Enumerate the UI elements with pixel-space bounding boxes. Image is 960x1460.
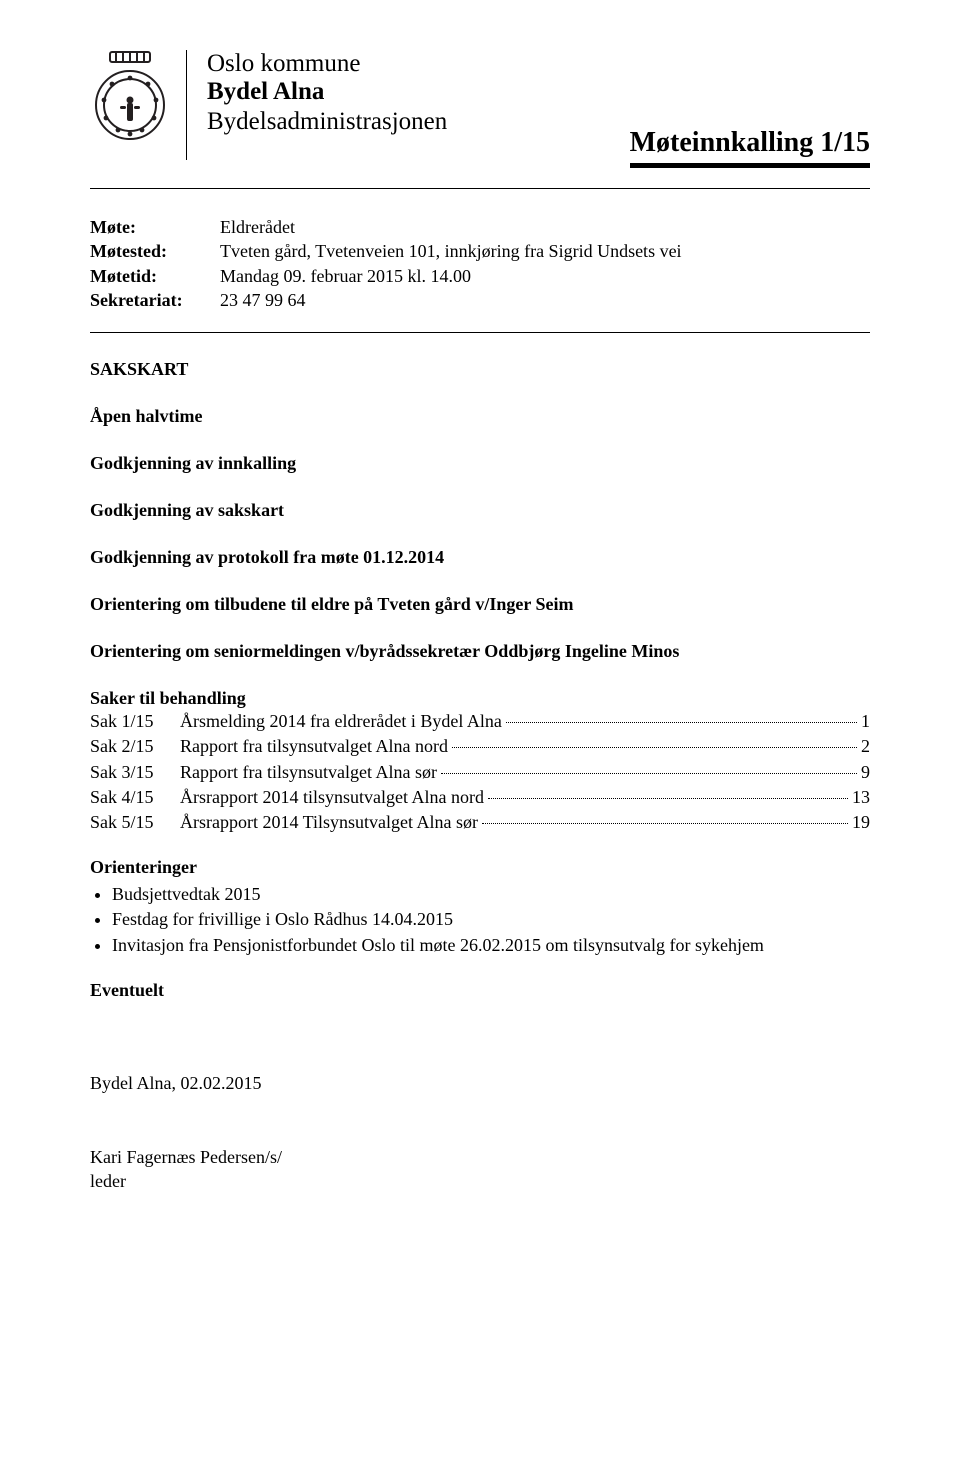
toc-line: Årsmelding 2014 fra eldrerådet i Bydel A…: [180, 709, 870, 734]
list-item: Invitasjon fra Pensjonistforbundet Oslo …: [112, 933, 870, 958]
toc-page: 1: [861, 709, 870, 734]
meta-label-mote: Møte:: [90, 215, 220, 239]
heading-godkj-innkalling: Godkjenning av innkalling: [90, 453, 870, 474]
toc-row: Sak 1/15 Årsmelding 2014 fra eldrerådet …: [90, 709, 870, 734]
heading-apen-halvtime: Åpen halvtime: [90, 406, 870, 427]
toc-label: Sak 4/15: [90, 785, 180, 810]
meta-value-sekretariat: 23 47 99 64: [220, 288, 870, 312]
toc-page: 9: [861, 760, 870, 785]
meta-value-mote: Eldrerådet: [220, 215, 870, 239]
title-underline: [630, 163, 870, 168]
toc-label: Sak 5/15: [90, 810, 180, 835]
signer-role: leder: [90, 1169, 870, 1193]
toc-line: Rapport fra tilsynsutvalget Alna sør 9: [180, 760, 870, 785]
place-date: Bydel Alna, 02.02.2015: [90, 1071, 870, 1095]
toc-label: Sak 1/15: [90, 709, 180, 734]
toc-label: Sak 2/15: [90, 734, 180, 759]
toc-text: Årsrapport 2014 Tilsynsutvalget Alna sør: [180, 810, 478, 835]
toc-dots: [482, 823, 848, 824]
toc-row: Sak 3/15 Rapport fra tilsynsutvalget Aln…: [90, 760, 870, 785]
meta-label-motested: Møtested:: [90, 239, 220, 263]
heading-godkj-protokoll: Godkjenning av protokoll fra møte 01.12.…: [90, 547, 870, 568]
oslo-seal-icon: [90, 50, 170, 150]
toc-row: Sak 2/15 Rapport fra tilsynsutvalget Aln…: [90, 734, 870, 759]
toc-dots: [506, 722, 857, 723]
heading-orienteringer: Orienteringer: [90, 857, 870, 878]
heading-godkj-sakskart: Godkjenning av sakskart: [90, 500, 870, 521]
signer-name: Kari Fagernæs Pedersen/s/: [90, 1145, 870, 1169]
toc-line: Årsrapport 2014 tilsynsutvalget Alna nor…: [180, 785, 870, 810]
meta-label-sekretariat: Sekretariat:: [90, 288, 220, 312]
heading-orient-tilbudene: Orientering om tilbudene til eldre på Tv…: [90, 594, 870, 615]
toc-text: Årsrapport 2014 tilsynsutvalget Alna nor…: [180, 785, 484, 810]
toc-dots: [488, 798, 848, 799]
meta-row: Møte: Eldrerådet: [90, 215, 870, 239]
meta-label-motetid: Møtetid:: [90, 264, 220, 288]
toc-label: Sak 3/15: [90, 760, 180, 785]
toc-text: Årsmelding 2014 fra eldrerådet i Bydel A…: [180, 709, 502, 734]
orienteringer-list: Budsjettvedtak 2015 Festdag for frivilli…: [90, 882, 870, 958]
toc-row: Sak 5/15 Årsrapport 2014 Tilsynsutvalget…: [90, 810, 870, 835]
toc-page: 2: [861, 734, 870, 759]
meta-value-motetid: Mandag 09. februar 2015 kl. 14.00: [220, 264, 870, 288]
toc-line: Årsrapport 2014 Tilsynsutvalget Alna sør…: [180, 810, 870, 835]
toc-dots: [452, 747, 857, 748]
toc-row: Sak 4/15 Årsrapport 2014 tilsynsutvalget…: [90, 785, 870, 810]
document-header: Oslo kommune Bydel Alna Bydelsadministra…: [90, 50, 870, 189]
toc-page: 19: [852, 810, 870, 835]
heading-eventuelt: Eventuelt: [90, 980, 870, 1001]
org-name: Oslo kommune: [207, 50, 870, 78]
toc-line: Rapport fra tilsynsutvalget Alna nord 2: [180, 734, 870, 759]
signature-block: Bydel Alna, 02.02.2015 Kari Fagernæs Ped…: [90, 1071, 870, 1194]
heading-sakskart: SAKSKART: [90, 359, 870, 380]
org-subunit: Bydel Alna: [207, 78, 870, 106]
toc-dots: [441, 773, 857, 774]
toc-text: Rapport fra tilsynsutvalget Alna sør: [180, 760, 437, 785]
toc-page: 13: [852, 785, 870, 810]
heading-orient-senior: Orientering om seniormeldingen v/byrådss…: [90, 641, 870, 662]
list-item: Festdag for frivillige i Oslo Rådhus 14.…: [112, 907, 870, 932]
list-item: Budsjettvedtak 2015: [112, 882, 870, 907]
meeting-title-box: Møteinnkalling 1/15: [630, 127, 870, 168]
meta-row: Sekretariat: 23 47 99 64: [90, 288, 870, 312]
toc-text: Rapport fra tilsynsutvalget Alna nord: [180, 734, 448, 759]
meta-value-motested: Tveten gård, Tvetenveien 101, innkjøring…: [220, 239, 870, 263]
meeting-title: Møteinnkalling 1/15: [630, 127, 870, 163]
org-block: Oslo kommune Bydel Alna Bydelsadministra…: [186, 50, 870, 160]
heading-saker: Saker til behandling: [90, 688, 870, 709]
meta-row: Møtetid: Mandag 09. februar 2015 kl. 14.…: [90, 264, 870, 288]
meeting-meta: Møte: Eldrerådet Møtested: Tveten gård, …: [90, 215, 870, 333]
meta-row: Møtested: Tveten gård, Tvetenveien 101, …: [90, 239, 870, 263]
